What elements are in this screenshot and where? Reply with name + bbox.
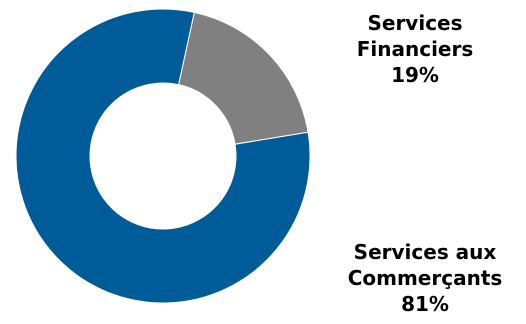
label-services-commercants: Services aux Commerçants 81% xyxy=(325,239,525,317)
label-commercants-percent: 81% xyxy=(401,292,449,316)
label-financiers-percent: 19% xyxy=(391,63,439,87)
label-commercants-line1: Services aux xyxy=(353,240,497,264)
label-commercants-line2: Commerçants xyxy=(347,266,503,290)
label-financiers-line1: Services xyxy=(367,11,463,35)
donut-slice-services-commercants xyxy=(15,8,311,304)
label-services-financiers: Services Financiers 19% xyxy=(335,10,495,88)
label-financiers-line2: Financiers xyxy=(356,37,474,61)
donut-slice-services-financiers xyxy=(177,11,309,145)
